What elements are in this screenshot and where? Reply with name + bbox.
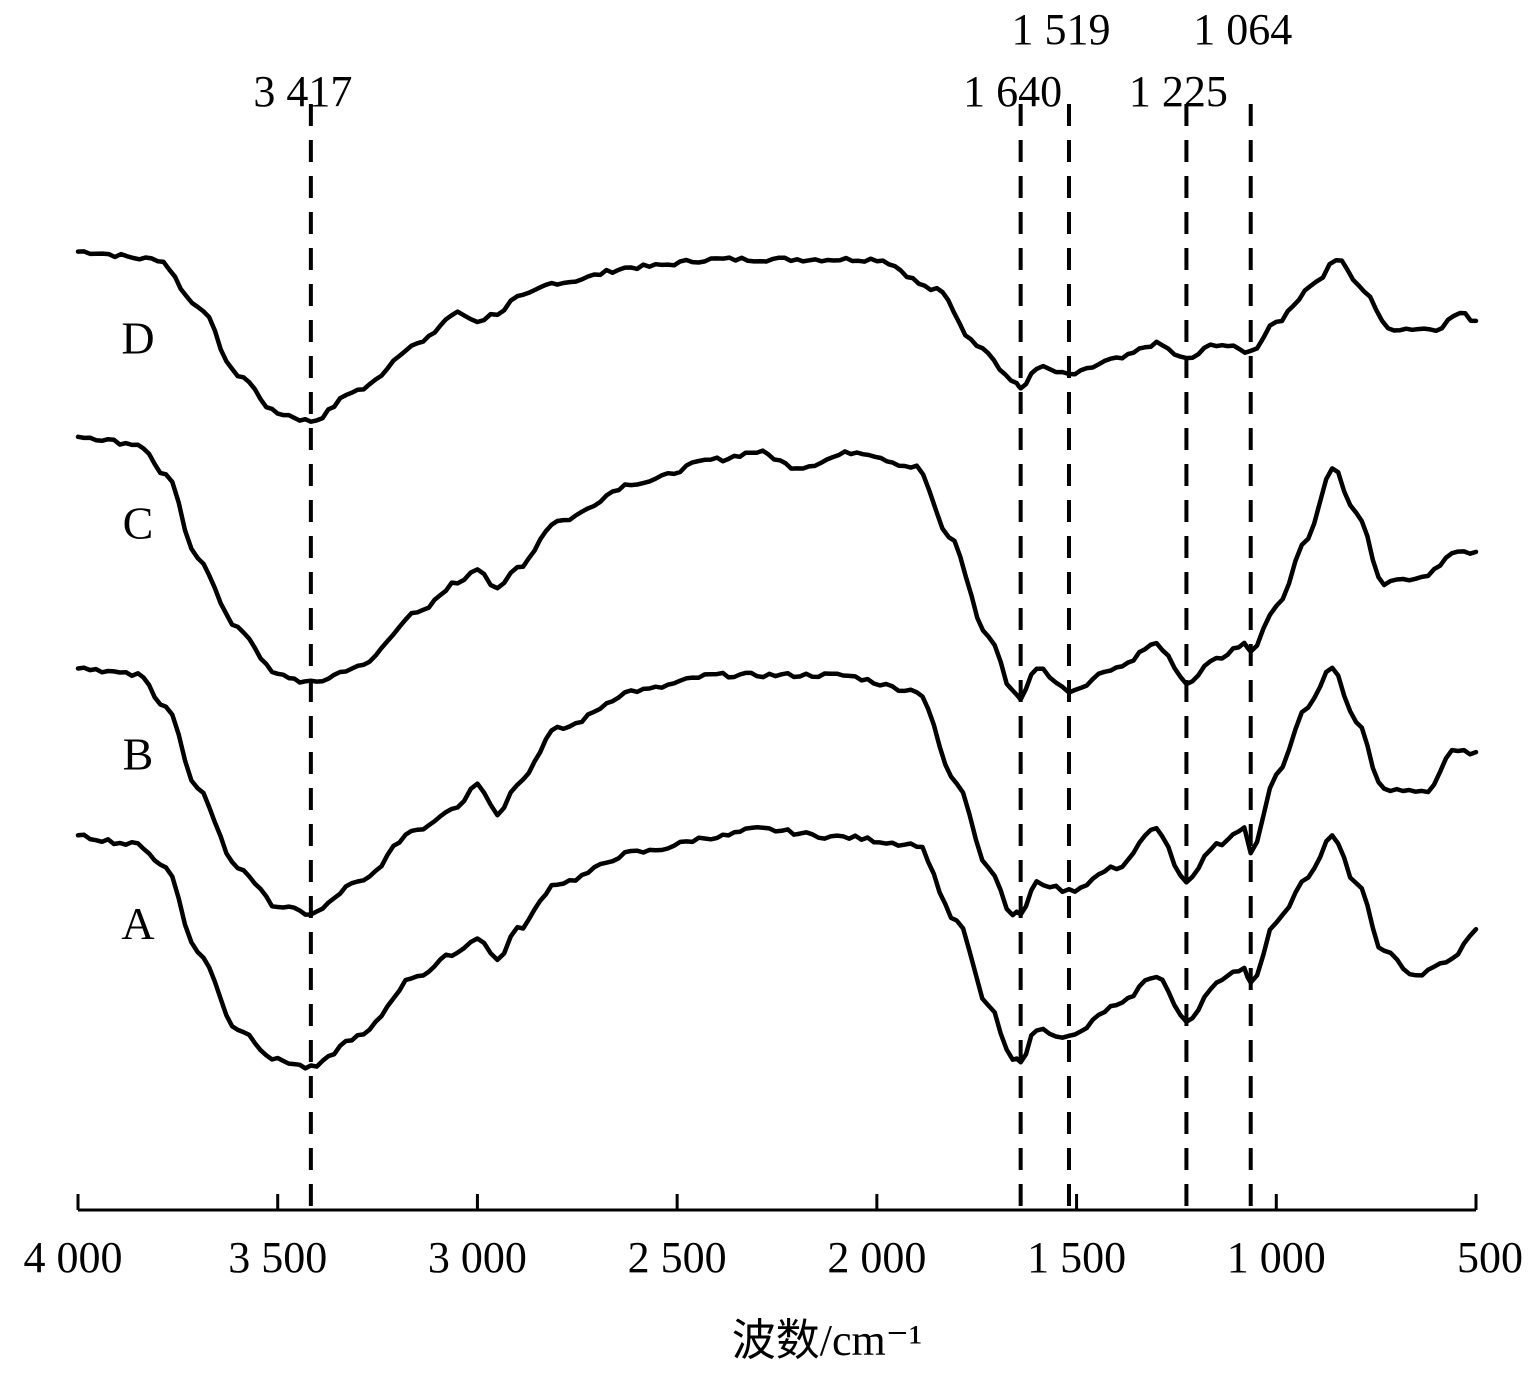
x-tick-label: 500	[1457, 1233, 1523, 1282]
x-tick-label: 2 500	[628, 1233, 727, 1282]
x-tick-label: 1 500	[1027, 1233, 1126, 1282]
series-label-d: D	[121, 313, 154, 364]
series-label-b: B	[123, 728, 154, 779]
series-label-c: C	[123, 497, 154, 548]
series-line-d	[75, 249, 1479, 424]
x-axis: 4 000 3 500 3 000 2 500 2 000 1 500 1 000 500	[24, 1194, 1523, 1282]
x-tick-label: 3 500	[228, 1233, 327, 1282]
peak-marker-label: 1 519	[1011, 5, 1110, 54]
peak-marker-label: 1 225	[1129, 67, 1228, 116]
series-line-a	[75, 825, 1479, 1071]
peak-marker-label: 3 417	[253, 67, 352, 116]
x-tick-label: 2 000	[827, 1233, 926, 1282]
series-line-b	[75, 665, 1479, 918]
x-tick-label: 3 000	[428, 1233, 527, 1282]
spectra-series: D C B A	[75, 249, 1479, 1071]
x-axis-title: 波数/cm⁻¹	[732, 1316, 922, 1365]
peak-markers: 3 417 1 640 1 519 1 225 1 064	[253, 5, 1292, 1208]
series-line-c	[75, 434, 1479, 702]
peak-marker-label: 1 064	[1193, 5, 1292, 54]
peak-marker-label: 1 640	[963, 67, 1062, 116]
x-tick-label: 1 000	[1227, 1233, 1326, 1282]
x-tick-label: 4 000	[24, 1233, 123, 1282]
series-label-a: A	[121, 898, 154, 949]
